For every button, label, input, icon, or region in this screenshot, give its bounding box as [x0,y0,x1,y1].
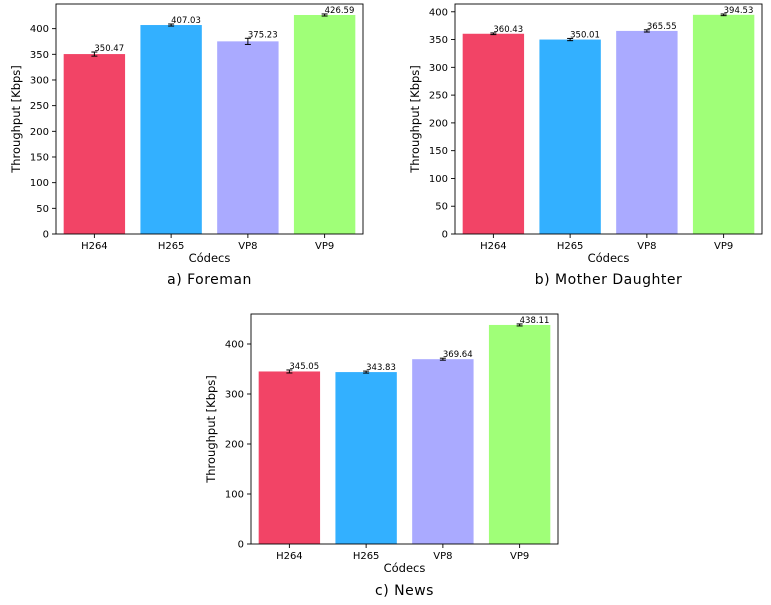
x-tick-label: VP8 [238,241,257,252]
y-axis-label: Throughput [Kbps] [204,375,218,484]
data-label: 438.11 [520,316,550,326]
y-tick-label: 200 [429,118,448,129]
y-tick-label: 400 [429,7,448,18]
y-tick-label: 0 [442,230,448,241]
y-tick-label: 350 [30,50,49,61]
y-tick-label: 300 [30,75,49,86]
x-axis-label: Códecs [189,251,231,265]
x-axis-label: Códecs [384,561,426,575]
y-axis-label: Throughput [Kbps] [408,65,422,174]
data-label: 343.83 [366,363,396,373]
data-label: 394.53 [724,6,754,16]
bar-h265 [140,25,202,234]
bar-h265 [539,39,601,234]
chart-caption: b) Mother Daughter [535,272,682,288]
y-tick-label: 400 [30,24,49,35]
y-tick-label: 150 [429,146,448,157]
chart-caption: a) Foreman [167,272,252,288]
y-tick-label: 100 [225,490,244,501]
bar-vp8 [616,30,678,234]
x-tick-label: VP8 [433,551,452,562]
bar-h264 [258,371,321,544]
chart-panel-2: 360.43 350.01 365.55 394.53 0 50 100 150 200 250 3… [408,3,763,288]
y-tick-label: 200 [30,127,49,138]
data-label: 365.55 [647,22,677,32]
chart-panel-1: 350.47 407.03 375.23 426.59 0 50 100 150 200 250 3… [9,3,364,288]
x-tick-label: H265 [557,241,584,252]
y-tick-label: 300 [225,390,244,401]
x-tick-label: H264 [480,241,507,252]
bar-vp9 [293,14,356,234]
x-tick-label: H265 [353,551,380,562]
bar-h264 [462,33,525,235]
data-label: 345.05 [289,362,319,372]
chart-caption: c) News [375,583,434,599]
bar-vp9 [692,14,755,235]
data-label: 369.64 [443,350,473,360]
y-tick-label: 250 [429,91,448,102]
bar-h264 [63,54,126,235]
axes-frame [55,3,364,235]
x-axis-label: Códecs [588,251,630,265]
x-tick-label: H264 [276,551,303,562]
data-label: 426.59 [325,6,355,16]
x-tick-label: VP9 [510,551,529,562]
y-tick-label: 100 [30,178,49,189]
axes-frame [250,313,559,545]
data-label: 407.03 [171,16,201,26]
data-label: 375.23 [248,30,278,40]
bar-vp8 [412,359,474,544]
bar-vp8 [217,41,279,234]
x-tick-label: H264 [81,241,108,252]
y-axis-label: Throughput [Kbps] [9,65,23,174]
y-tick-label: 400 [225,340,244,351]
data-label: 350.01 [570,30,600,40]
data-label: 350.47 [94,44,124,54]
y-tick-label: 150 [30,152,49,163]
chart-panel-3: 345.05 343.83 369.64 438.11 0 100 200 300 400 H26… [204,313,559,599]
x-tick-label: VP9 [315,241,334,252]
x-tick-label: H265 [158,241,185,252]
x-tick-label: VP8 [637,241,656,252]
y-tick-label: 100 [429,174,448,185]
axes-frame [454,3,763,235]
bar-h265 [335,372,397,544]
y-tick-label: 250 [30,101,49,112]
bar-vp9 [488,324,551,544]
y-tick-label: 350 [429,35,448,46]
y-tick-label: 50 [36,204,49,215]
y-tick-label: 0 [43,230,49,241]
x-tick-label: VP9 [714,241,733,252]
y-tick-label: 200 [225,440,244,451]
data-label: 360.43 [493,25,523,35]
y-tick-label: 0 [238,540,244,551]
y-tick-label: 50 [435,202,448,213]
y-tick-label: 300 [429,63,448,74]
